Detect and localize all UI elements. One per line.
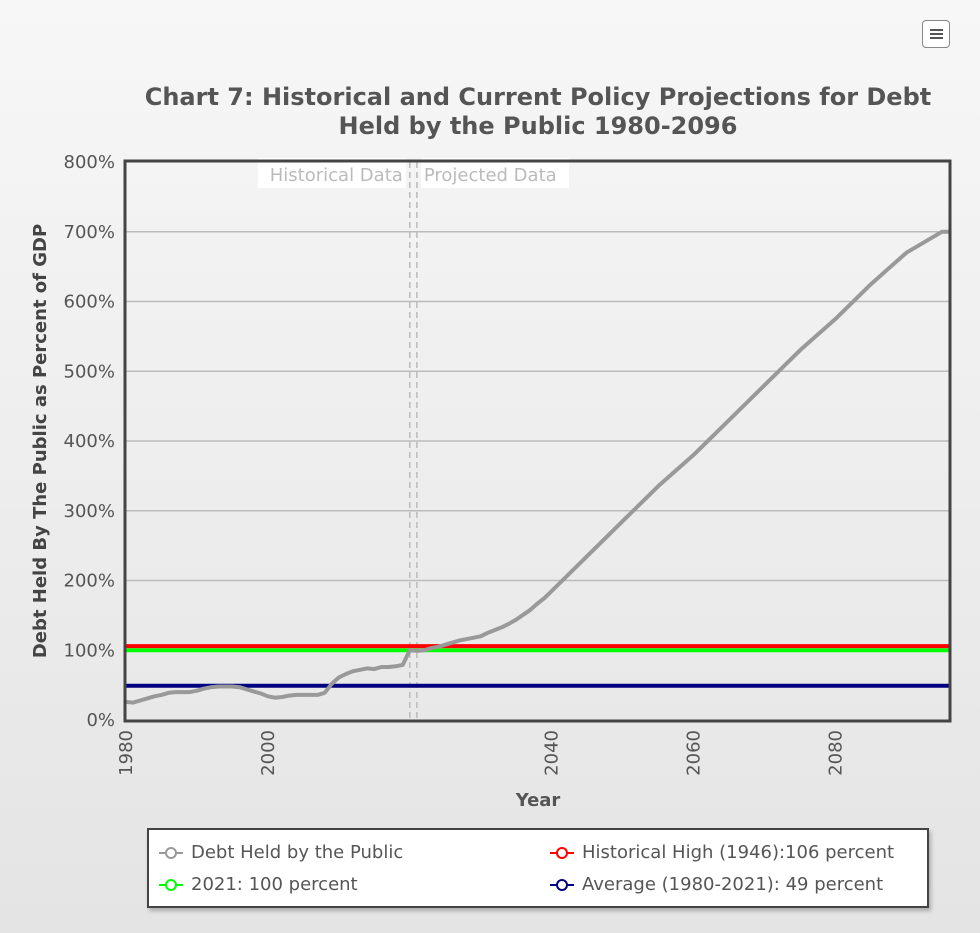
hamburger-menu-icon-bar xyxy=(929,33,943,35)
legend-marker-circle-icon xyxy=(550,846,574,859)
legend-label: Debt Held by the Public xyxy=(191,842,404,863)
series-layer xyxy=(124,229,951,705)
y-tick-label: 200% xyxy=(64,571,115,592)
y-tick-label: 0% xyxy=(86,710,115,731)
y-axis: 0% 100% 200% 300% 400% 500% 600% 700% 800% xyxy=(64,152,115,731)
plot-band-labels: Historical Data Projected Data xyxy=(257,158,569,720)
projected-data-label: Projected Data xyxy=(424,165,557,186)
legend-label: Average (1980-2021): 49 percent xyxy=(582,874,884,895)
chart-title-line-2: Held by the Public 1980-2096 xyxy=(339,112,738,140)
y-tick-label: 800% xyxy=(64,152,115,173)
legend-marker-circle-icon xyxy=(159,878,183,891)
series-line-0 xyxy=(124,229,951,705)
y-tick-label: 100% xyxy=(64,640,115,661)
y-axis-title: Debt Held By The Public as Percent of GD… xyxy=(30,224,51,658)
legend-marker-circle-icon xyxy=(550,878,574,891)
legend-marker-circle-icon xyxy=(159,846,183,859)
historical-data-label-bg xyxy=(257,158,406,188)
x-tick-label: 2040 xyxy=(542,730,563,776)
y-tick-label: 300% xyxy=(64,501,115,522)
historical-data-label: Historical Data xyxy=(270,165,403,186)
chart-legend: Debt Held by the Public Historical High … xyxy=(147,828,929,908)
legend-label: 2021: 100 percent xyxy=(191,874,358,895)
legend-item-2021[interactable]: 2021: 100 percent xyxy=(159,874,358,895)
x-axis: 1980 2000 2040 2060 2080 xyxy=(116,730,846,776)
grid-lines xyxy=(126,231,949,651)
chart-title-line-1: Chart 7: Historical and Current Policy P… xyxy=(145,83,932,111)
legend-item-historical-high[interactable]: Historical High (1946):106 percent xyxy=(550,842,894,863)
legend-item-average[interactable]: Average (1980-2021): 49 percent xyxy=(550,874,883,895)
x-tick-label: 2000 xyxy=(258,730,279,776)
hamburger-menu-icon-bar xyxy=(929,37,943,39)
y-tick-label: 500% xyxy=(64,361,115,382)
hamburger-menu-icon-bar xyxy=(929,29,943,31)
y-tick-label: 400% xyxy=(64,431,115,452)
x-tick-label: 1980 xyxy=(116,730,137,776)
plot-border xyxy=(123,159,952,723)
x-axis-title: Year xyxy=(515,790,561,811)
y-tick-label: 600% xyxy=(64,292,115,313)
legend-item-debt-held[interactable]: Debt Held by the Public xyxy=(159,842,403,863)
y-tick-label: 700% xyxy=(64,222,115,243)
projected-data-label-bg xyxy=(420,158,569,188)
x-tick-label: 2060 xyxy=(684,730,705,776)
x-tick-label: 2080 xyxy=(825,730,846,776)
chart-menu-button[interactable] xyxy=(922,20,950,48)
legend-label: Historical High (1946):106 percent xyxy=(582,842,895,863)
